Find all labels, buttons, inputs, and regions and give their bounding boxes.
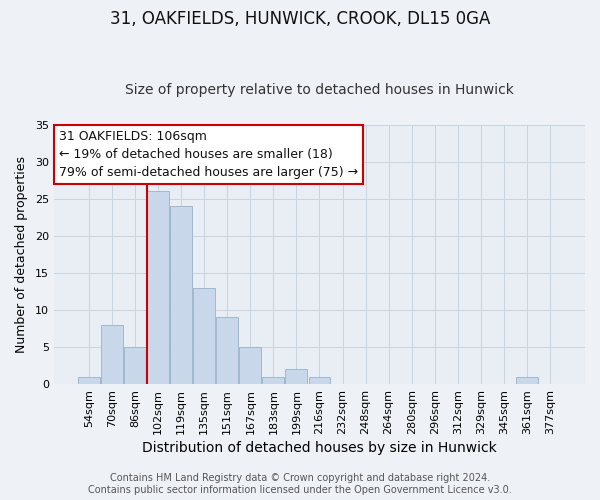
- Bar: [170, 206, 192, 384]
- Bar: [516, 376, 538, 384]
- Text: 31 OAKFIELDS: 106sqm
← 19% of detached houses are smaller (18)
79% of semi-detac: 31 OAKFIELDS: 106sqm ← 19% of detached h…: [59, 130, 358, 178]
- Y-axis label: Number of detached properties: Number of detached properties: [15, 156, 28, 353]
- Bar: [78, 376, 100, 384]
- Text: 31, OAKFIELDS, HUNWICK, CROOK, DL15 0GA: 31, OAKFIELDS, HUNWICK, CROOK, DL15 0GA: [110, 10, 490, 28]
- Bar: [262, 376, 284, 384]
- Title: Size of property relative to detached houses in Hunwick: Size of property relative to detached ho…: [125, 83, 514, 97]
- Bar: [147, 192, 169, 384]
- Bar: [193, 288, 215, 384]
- X-axis label: Distribution of detached houses by size in Hunwick: Distribution of detached houses by size …: [142, 441, 497, 455]
- Bar: [286, 369, 307, 384]
- Bar: [239, 347, 261, 384]
- Bar: [101, 325, 123, 384]
- Text: Contains HM Land Registry data © Crown copyright and database right 2024.
Contai: Contains HM Land Registry data © Crown c…: [88, 474, 512, 495]
- Bar: [124, 347, 146, 384]
- Bar: [308, 376, 331, 384]
- Bar: [217, 318, 238, 384]
